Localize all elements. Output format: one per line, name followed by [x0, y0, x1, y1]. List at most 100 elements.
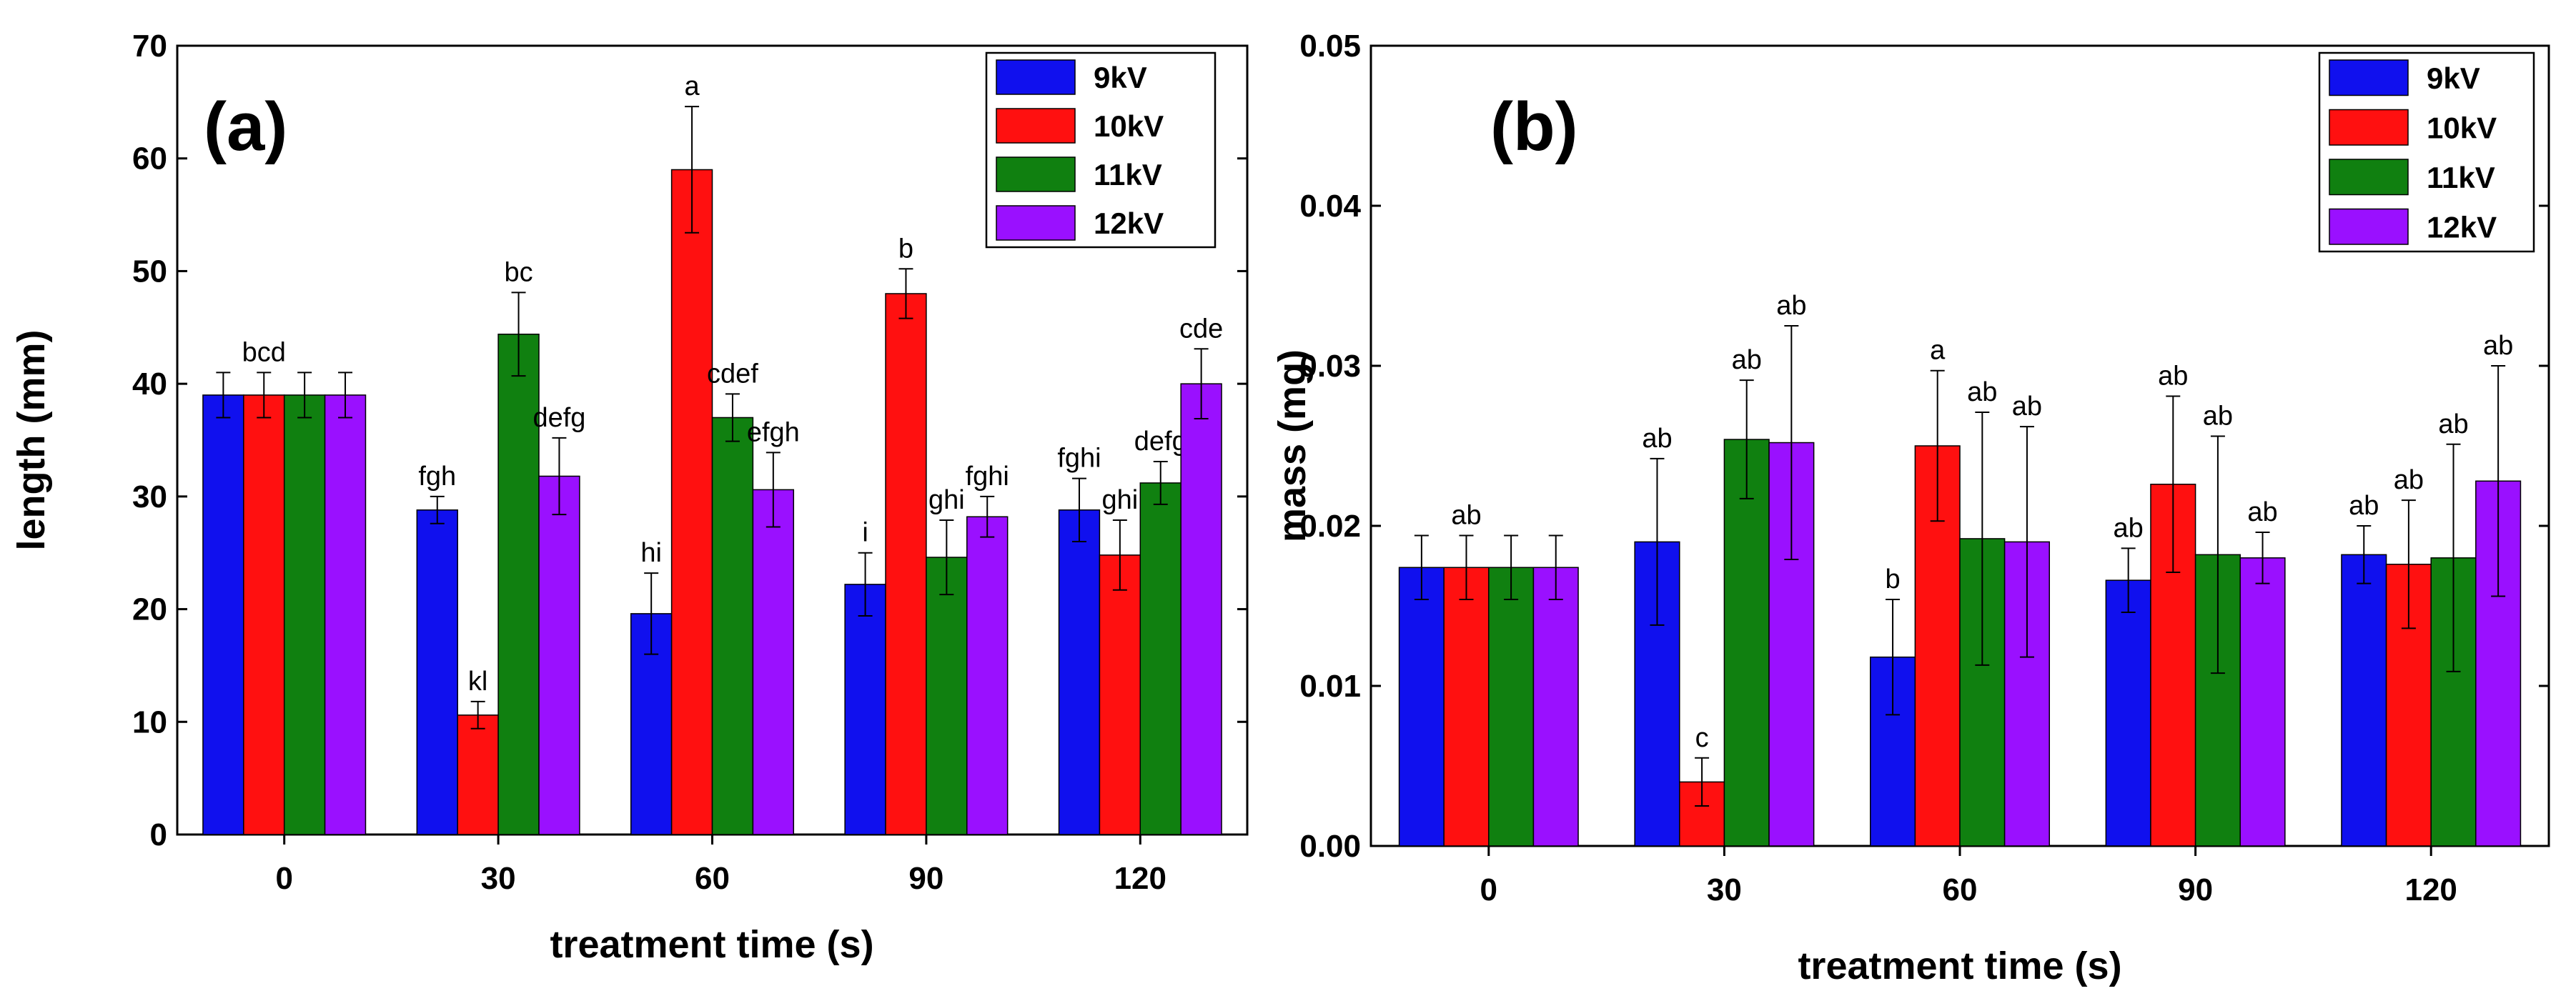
- significance-label: ab: [1732, 345, 1762, 375]
- legend-swatch-9kV: [996, 59, 1076, 95]
- x-tick-label: 0: [1480, 872, 1497, 907]
- significance-label: ab: [2438, 409, 2468, 439]
- bar-10kV-30: [457, 714, 499, 835]
- bar-10kV-60: [670, 169, 713, 835]
- x-tick-label: 60: [1943, 872, 1978, 907]
- legend-label-10kV: 10kV: [2427, 111, 2497, 144]
- panel-a-length-chart: 0 10 20 30 40 50 60 70 bcd 0 fgh kl bc defg 30 hi a cdef e…: [10, 29, 1249, 966]
- y-axis-title: length (mm): [10, 330, 53, 551]
- significance-label: c: [1695, 723, 1709, 753]
- legend-swatch-11kV: [996, 156, 1076, 192]
- legend-label-11kV: 11kV: [2427, 161, 2495, 194]
- legend-swatch-11kV: [2329, 159, 2409, 196]
- y-tick-label: 0.00: [1299, 829, 1361, 864]
- significance-label: ab: [2012, 392, 2042, 422]
- significance-label: ab: [1642, 424, 1672, 454]
- x-tick-label: 0: [275, 861, 292, 896]
- bar-9kV-120: [1058, 509, 1101, 835]
- legend-label-11kV: 11kV: [1094, 158, 1162, 191]
- legend-swatch-12kV: [2329, 208, 2409, 245]
- legend-label-9kV: 9kV: [2427, 61, 2480, 95]
- significance-label: kl: [468, 667, 487, 697]
- legend-swatch-10kV: [996, 108, 1076, 144]
- x-axis-title: treatment time (s): [1798, 945, 2121, 987]
- legend-swatch-10kV: [2329, 109, 2409, 146]
- bar-11kV-0: [283, 394, 326, 835]
- significance-label: i: [862, 518, 868, 548]
- bar-9kV-90: [2105, 579, 2151, 847]
- significance-label: a: [684, 71, 700, 101]
- bar-9kV-120: [2341, 554, 2387, 847]
- bar-10kV-90: [885, 293, 927, 835]
- significance-label: cdef: [707, 359, 758, 389]
- significance-label: hi: [640, 538, 662, 568]
- significance-label: ab: [1776, 291, 1806, 321]
- y-tick-label: 40: [132, 367, 167, 402]
- significance-label: ab: [2247, 497, 2277, 527]
- significance-label: ghi: [1101, 485, 1138, 515]
- legend-label-9kV: 9kV: [1094, 61, 1147, 94]
- significance-label: bc: [504, 257, 532, 287]
- y-tick-label: 30: [132, 479, 167, 514]
- significance-label: ab: [1451, 500, 1481, 530]
- significance-label: ab: [2158, 362, 2188, 392]
- x-tick-label: 90: [2178, 872, 2213, 907]
- bar-10kV-120: [1099, 554, 1141, 835]
- y-tick-label: 10: [132, 704, 167, 739]
- significance-label: cde: [1179, 314, 1223, 344]
- bar-11kV-120: [1139, 482, 1182, 835]
- x-tick-label: 120: [1114, 861, 1166, 896]
- bar-12kV-90: [966, 516, 1009, 835]
- significance-label: a: [1930, 336, 1946, 366]
- significance-label: ab: [2483, 331, 2513, 361]
- significance-label: ab: [1967, 377, 1997, 407]
- bar-11kV-60: [711, 417, 754, 835]
- bar-12kV-0: [1532, 567, 1579, 847]
- bar-12kV-60: [752, 489, 795, 835]
- bar-12kV-120: [1180, 383, 1222, 835]
- y-tick-label: 0.04: [1299, 189, 1361, 224]
- bar-9kV-0: [1398, 567, 1445, 847]
- significance-label: ab: [2394, 465, 2424, 495]
- bar-11kV-30: [497, 333, 540, 835]
- bar-9kV-30: [416, 509, 458, 835]
- y-tick-label: 50: [132, 254, 167, 289]
- significance-label: bcd: [242, 337, 286, 367]
- bar-10kV-0: [243, 394, 285, 835]
- significance-label: defg: [1134, 427, 1187, 457]
- legend-swatch-9kV: [2329, 59, 2409, 96]
- x-tick-label: 60: [695, 861, 730, 896]
- bar-9kV-0: [202, 394, 244, 835]
- x-tick-label: 90: [908, 861, 943, 896]
- significance-label: ab: [2349, 491, 2379, 521]
- bar-12kV-0: [324, 394, 367, 835]
- significance-label: ghi: [928, 485, 965, 515]
- panel-label: (a): [204, 89, 287, 165]
- significance-label: fghi: [1057, 444, 1101, 474]
- significance-label: fgh: [418, 462, 456, 492]
- significance-label: fghi: [966, 462, 1009, 492]
- legend-label-10kV: 10kV: [1094, 109, 1164, 143]
- y-tick-label: 20: [132, 592, 167, 627]
- x-tick-label: 30: [481, 861, 516, 896]
- panel-label: (b): [1490, 89, 1578, 165]
- bar-11kV-0: [1488, 567, 1535, 847]
- y-tick-label: 0: [150, 817, 167, 852]
- y-axis-title: mass (mg): [1271, 349, 1314, 542]
- panel-b-mass-chart: 0.000.010.020.030.040.05ab0abcabab30baab…: [1271, 29, 2550, 987]
- y-tick-label: 70: [132, 29, 167, 64]
- bar-11kV-30: [1723, 439, 1770, 847]
- significance-label: ab: [2203, 402, 2233, 432]
- y-tick-label: 0.05: [1299, 29, 1361, 64]
- bar-12kV-30: [538, 475, 580, 835]
- significance-label: ab: [2114, 513, 2144, 543]
- bar-12kV-90: [2239, 557, 2286, 847]
- x-axis-title: treatment time (s): [550, 923, 873, 966]
- y-tick-label: 0.02: [1299, 509, 1361, 544]
- y-tick-label: 0.01: [1299, 669, 1361, 704]
- legend-label-12kV: 12kV: [1094, 206, 1164, 240]
- bar-10kV-0: [1443, 567, 1490, 847]
- x-tick-label: 30: [1707, 872, 1742, 907]
- significance-label: defg: [532, 403, 585, 433]
